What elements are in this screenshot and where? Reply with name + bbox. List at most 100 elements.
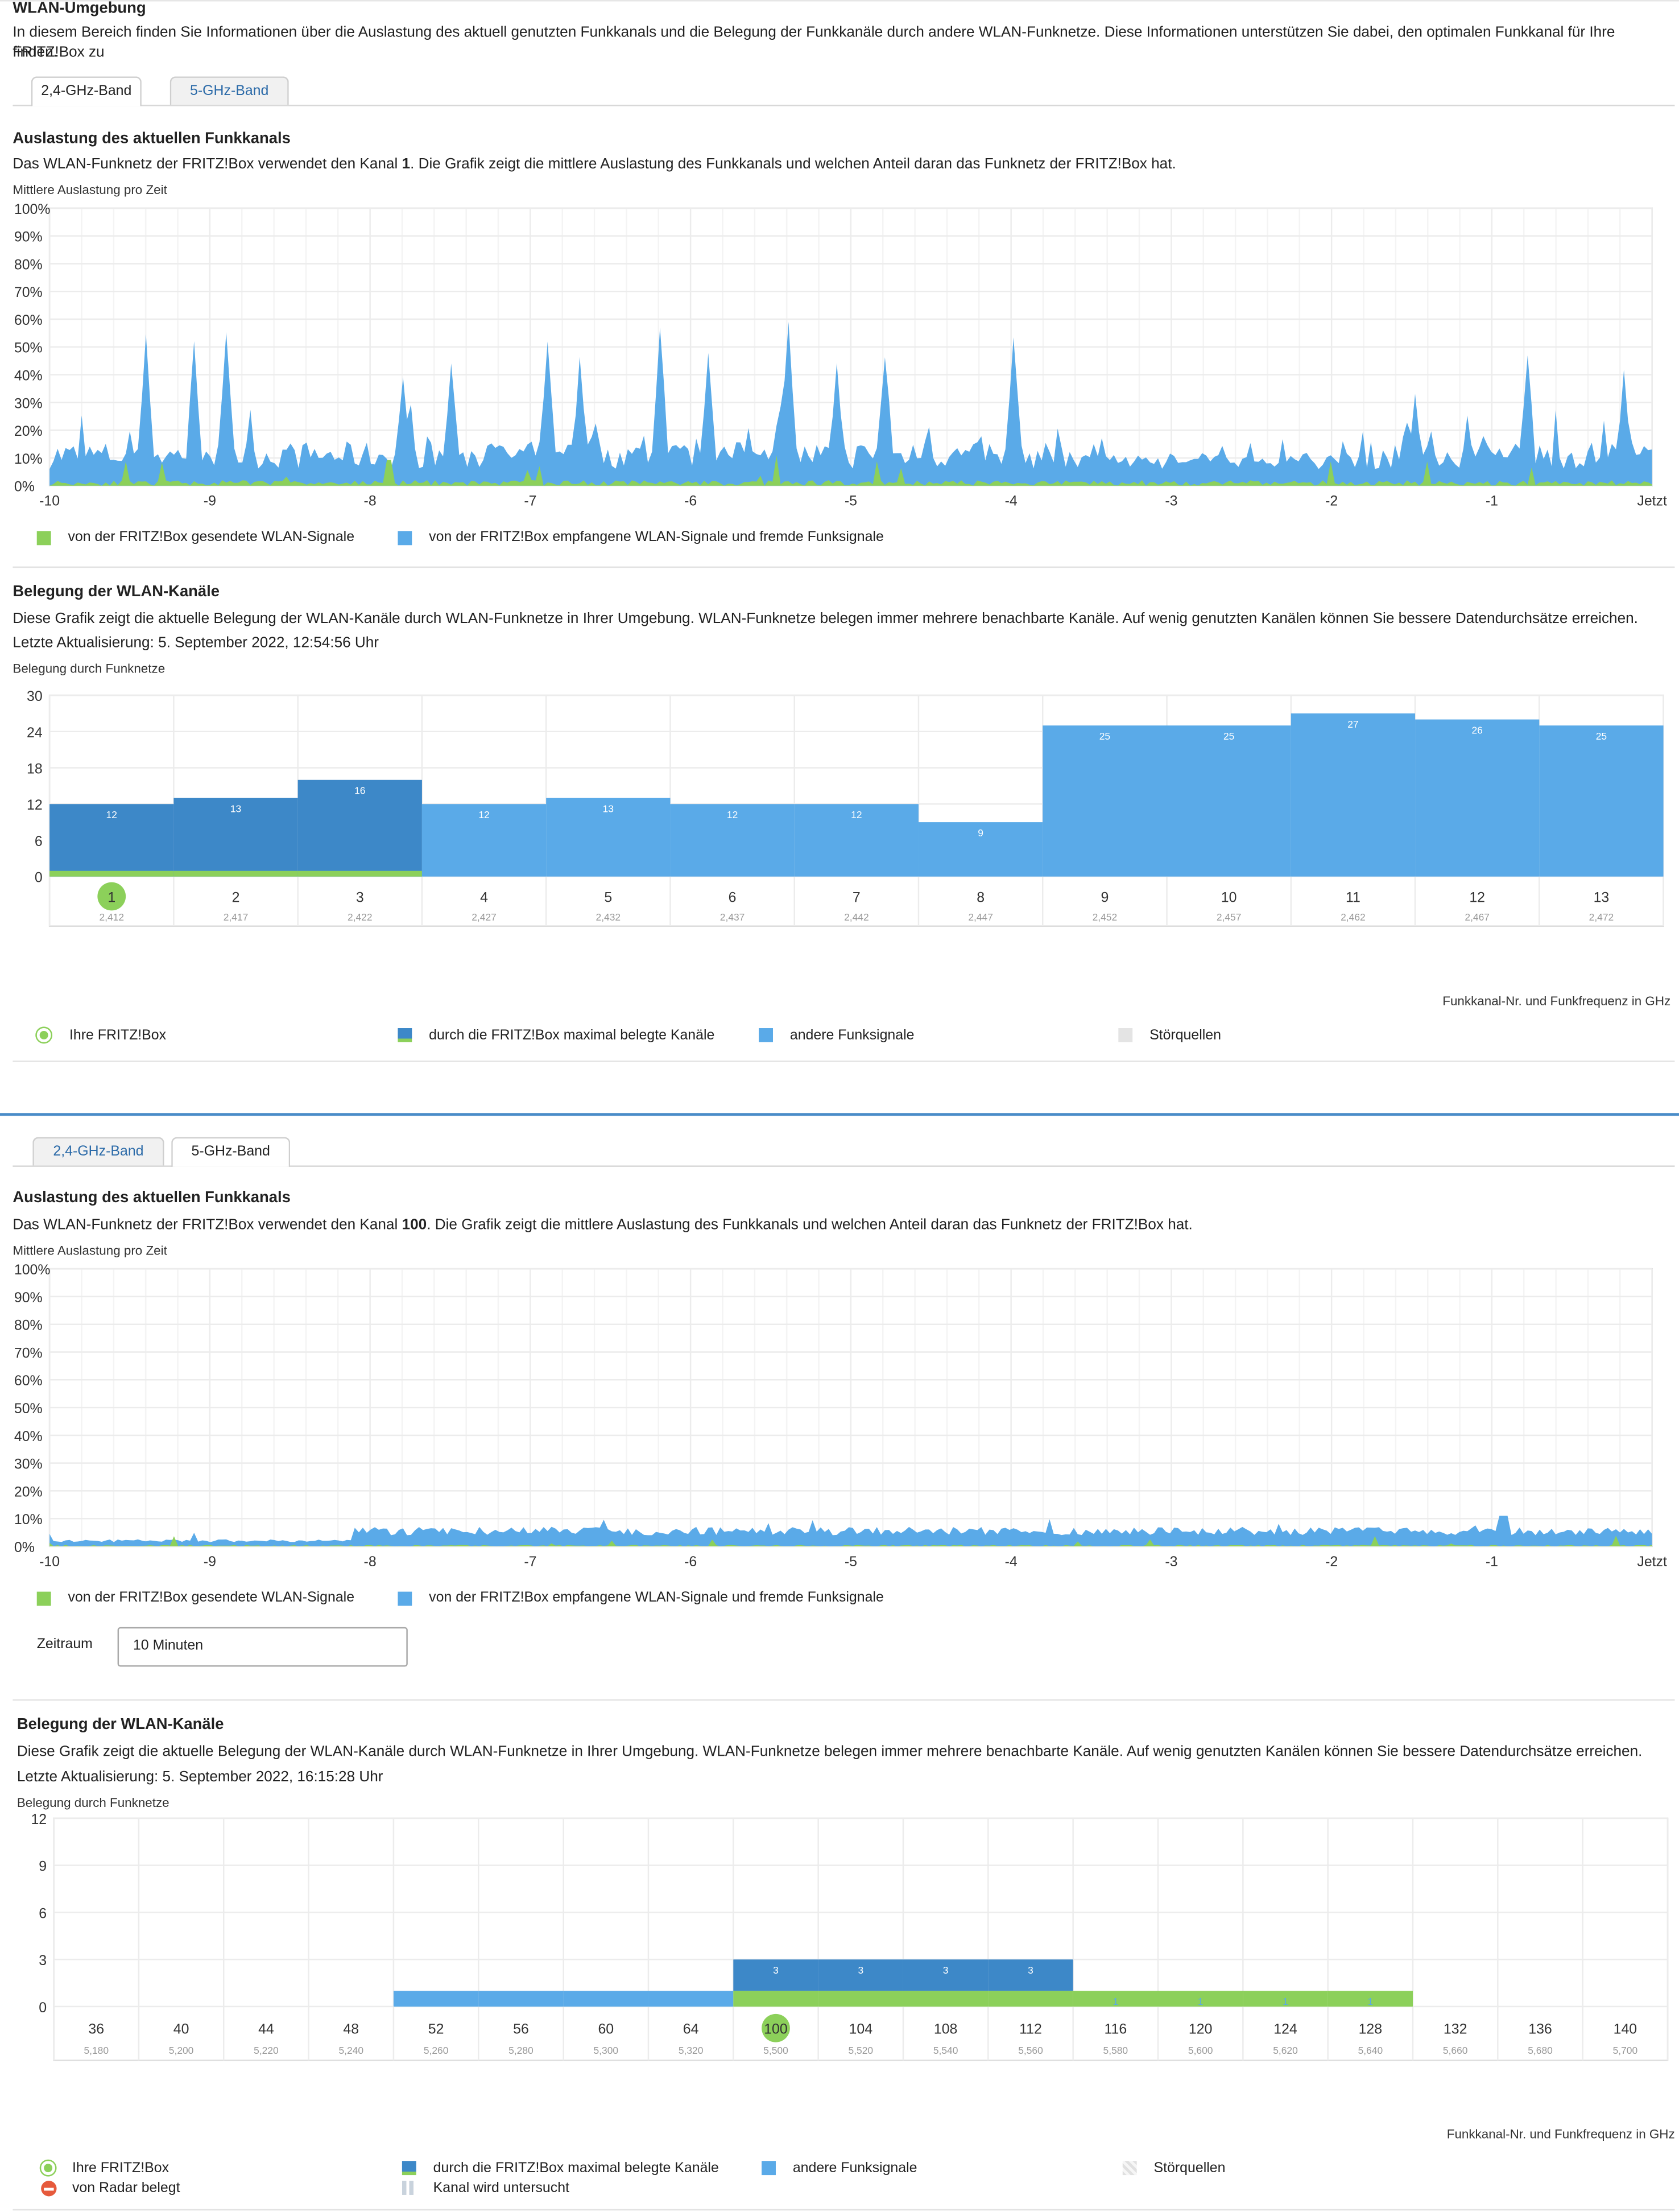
- bar-own-signal: [818, 1991, 903, 2007]
- tab-2-4-ghz[interactable]: 2,4-GHz-Band: [31, 76, 142, 106]
- y-tick-label: 9: [39, 1859, 47, 1875]
- tab-2-4-ghz[interactable]: 2,4-GHz-Band: [32, 1137, 164, 1166]
- channel-label: 52: [428, 2021, 444, 2037]
- bar-value-label: 1: [518, 1996, 524, 2007]
- y-tick-label: 0%: [14, 479, 35, 495]
- bar-value-label: 1: [688, 1996, 694, 2007]
- bar-max-channel: [903, 1959, 989, 1991]
- x-tick-label: -6: [684, 493, 697, 509]
- tab-5-ghz[interactable]: 5-GHz-Band: [169, 76, 289, 105]
- bar-value-label: 1: [433, 1996, 439, 2007]
- x-tick-label: -9: [204, 1554, 216, 1570]
- bar-value-label: 27: [1347, 719, 1358, 730]
- channel-label: 116: [1105, 2021, 1127, 2037]
- y-tick-label: 30: [27, 688, 43, 704]
- channel-label: 108: [934, 2021, 958, 2037]
- bar-other-signals: [421, 804, 547, 877]
- top-divider: [0, 0, 1679, 2]
- x-tick-label: -1: [1486, 1554, 1498, 1570]
- series-sent-area: [49, 1536, 1652, 1546]
- frequency-label: 5,320: [679, 2045, 704, 2056]
- y-tick-label: 10%: [14, 451, 43, 467]
- y-tick-label: 0: [35, 870, 43, 886]
- channel-label: 13: [1594, 889, 1610, 905]
- frequency-label: 5,540: [933, 2045, 958, 2056]
- period-select[interactable]: 10 Minuten: [117, 1627, 408, 1667]
- bar-max-channel: [733, 1959, 818, 1991]
- series-received-area: [49, 321, 1652, 486]
- legend-recv-label: von der FRITZ!Box empfangene WLAN-Signal…: [429, 529, 884, 546]
- utilization-chart-5: -10 -9 -8 -7 -6 -5 -4 -3 -2 -1 Jetzt 100% 90% 80% 70% 6…: [14, 1262, 1667, 1570]
- y-tick-label: 30%: [14, 1456, 43, 1472]
- legend-max-swatch: [402, 2161, 416, 2176]
- bar-value-label: 25: [1223, 731, 1234, 742]
- x-tick-label: -8: [364, 493, 377, 509]
- channel-label: 140: [1614, 2021, 1637, 2037]
- channel-label: 40: [173, 2021, 189, 2037]
- channel-label: 104: [849, 2021, 873, 2037]
- bar-other-signals: [1291, 713, 1416, 877]
- legend-recv-swatch: [398, 531, 412, 546]
- bar-other-signals: [563, 1991, 648, 2007]
- frequency-label: 2,442: [844, 911, 869, 923]
- frequency-label: 5,240: [338, 2045, 363, 2056]
- axis-caption: Funkkanal-Nr. und Funkfrequenz in GHz: [1446, 2127, 1675, 2141]
- bar-value-label: 25: [1099, 731, 1110, 742]
- bar-value-label: 12: [727, 809, 738, 820]
- frequency-label: 5,560: [1018, 2045, 1043, 2056]
- util-title: Auslastung des aktuellen Funkkanals: [13, 130, 291, 147]
- bar-value-label: 12: [106, 809, 117, 820]
- channel-chart-5: 12 9 6 3 0 36 5,180 40 5,200 44 5,220 48 5,240 1 52 5,2…: [31, 1811, 1669, 2061]
- bar-own-signal: [173, 870, 298, 877]
- bar-value-label: 13: [230, 803, 241, 815]
- y-tick-label: 50%: [14, 1401, 43, 1417]
- channels-title: Belegung der WLAN-Kanäle: [16, 1716, 224, 1734]
- y-tick-label: 12: [27, 797, 43, 813]
- bar-max-channel: [173, 798, 298, 877]
- channel-label: 9: [1101, 889, 1109, 905]
- bar-value-label: 26: [1471, 724, 1482, 736]
- util-channel: 100: [402, 1216, 427, 1233]
- legend-scan-label: Kanal wird untersucht: [433, 2181, 570, 2197]
- own-channel-marker: [762, 2013, 790, 2042]
- frequency-label: 2,412: [99, 911, 124, 923]
- tab-5-ghz[interactable]: 5-GHz-Band: [171, 1137, 291, 1167]
- intro-text: In diesem Bereich finden Sie Information…: [13, 24, 1615, 61]
- channels-title: Belegung der WLAN-Kanäle: [13, 583, 220, 601]
- utilization-chart-2-4: -10 -9 -8 -7 -6 -5 -4 -3 -2 -1 Jetzt 100% 90% 80% 70% 6…: [14, 201, 1667, 509]
- frequency-label: 5,680: [1528, 2045, 1553, 2056]
- frequency-label: 5,660: [1443, 2045, 1468, 2056]
- bar-other-signals: [546, 798, 671, 877]
- channels-updated: Letzte Aktualisierung: 5. September 2022…: [13, 634, 379, 651]
- bar-value-label: 16: [354, 785, 365, 797]
- channel-label: 11: [1346, 889, 1360, 905]
- band-tabs: 2,4-GHz-Band 5-GHz-Band: [13, 1137, 1675, 1167]
- bar-other-signals: [1539, 725, 1664, 877]
- divider: [13, 1699, 1675, 1701]
- y-tick-label: 24: [27, 725, 43, 741]
- bar-own-signal: [1243, 1991, 1328, 2007]
- x-tick-label: -5: [845, 1554, 857, 1570]
- x-tick-label: -4: [1005, 493, 1018, 509]
- period-label: Zeitraum: [36, 1637, 93, 1653]
- legend-other-label: andere Funksignale: [789, 1028, 915, 1044]
- legend-sent-swatch: [36, 531, 51, 546]
- legend-recv-label: von der FRITZ!Box empfangene WLAN-Signal…: [429, 1590, 884, 1606]
- screenshot-separator: [0, 1113, 1679, 1116]
- x-tick-label: -2: [1325, 493, 1338, 509]
- bar-value-label: 9: [978, 827, 983, 839]
- frequency-label: 5,640: [1358, 2045, 1383, 2056]
- y-tick-label: 0: [39, 2000, 47, 2016]
- own-box-legend-icon: [41, 2161, 56, 2176]
- bar-max-channel: [49, 804, 174, 877]
- legend-max-swatch: [398, 1028, 412, 1042]
- channel-label: 7: [853, 889, 861, 905]
- legend-sent-swatch: [36, 1591, 51, 1606]
- frequency-label: 5,260: [424, 2045, 449, 2056]
- frequency-label: 5,180: [84, 2045, 109, 2056]
- bar-max-channel: [818, 1959, 903, 1991]
- y-tick-label: 70%: [14, 284, 43, 300]
- x-tick-label: -10: [39, 1554, 60, 1570]
- bar-max-channel: [297, 779, 422, 877]
- bar-other-signals: [1167, 725, 1291, 877]
